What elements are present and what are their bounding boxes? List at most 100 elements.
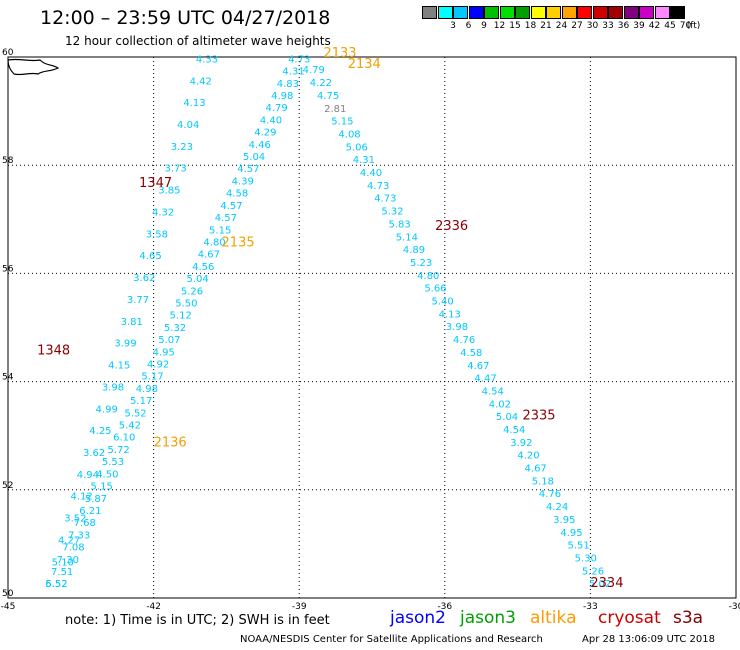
wave-height-label: 5.87	[85, 494, 107, 505]
wave-height-label: 4.42	[190, 76, 212, 87]
legend-label: 30	[586, 21, 599, 31]
wave-height-label: 4.57	[220, 201, 242, 212]
legend-swatch	[670, 6, 685, 19]
wave-height-label: 5.10	[52, 557, 74, 568]
page-title: 12:00 – 23:59 UTC 04/27/2018	[40, 7, 331, 29]
legend-swatch	[453, 6, 468, 19]
wave-height-label: 5.52	[45, 579, 67, 590]
legend-label: 3	[450, 21, 456, 31]
pass-number-label: 2134	[348, 57, 381, 72]
wave-height-label: 4.40	[260, 115, 282, 126]
wave-height-label: 5.06	[346, 142, 368, 153]
legend-swatch	[561, 6, 577, 19]
legend-label: 21	[540, 21, 552, 31]
wave-height-label: 5.83	[389, 219, 411, 230]
satellite-name-jason3: jason3	[460, 608, 516, 628]
wave-height-label: 3.58	[146, 229, 168, 240]
legend-swatch	[499, 6, 515, 19]
wave-height-label: 3.73	[165, 164, 187, 175]
wave-height-label: 5.66	[424, 284, 446, 295]
wave-height-label: 4.08	[338, 129, 360, 140]
wave-height-label: 5.51	[567, 541, 589, 552]
wave-height-label: 4.12	[70, 492, 92, 503]
wave-height-label: 2.81	[324, 104, 346, 115]
legend-label: 15	[509, 21, 521, 31]
x-tick-label: -42	[146, 602, 161, 612]
wave-height-label: 4.24	[546, 502, 568, 513]
legend-label: 9	[481, 21, 487, 31]
wave-height-label: 4.73	[367, 181, 389, 192]
legend-swatch	[623, 6, 639, 19]
wave-height-label: 4.73	[374, 194, 396, 205]
wave-height-label: 5.17	[141, 372, 163, 383]
wave-height-label: 4.95	[153, 347, 175, 358]
wave-height-label: 3.85	[158, 186, 180, 197]
y-tick-label: 58	[2, 156, 14, 166]
legend-label: 45	[664, 21, 676, 31]
satellite-name-s3a: s3a	[673, 608, 704, 628]
pass-number-label: 2133	[323, 46, 356, 61]
x-tick-label: -33	[583, 602, 598, 612]
wave-height-label: 7.30	[57, 555, 79, 566]
legend-swatch	[422, 6, 437, 19]
wave-height-label: 4.57	[237, 164, 259, 175]
wave-height-label: 6.10	[113, 433, 135, 444]
legend-label: 27	[571, 21, 583, 31]
wave-height-label: 4.73	[288, 54, 310, 65]
wave-height-label: 5.15	[91, 482, 113, 493]
wave-height-label: 7.33	[68, 530, 90, 541]
wave-height-label: 3.52	[64, 514, 86, 525]
legend-swatch	[546, 6, 561, 19]
legend-label: 39	[633, 21, 645, 31]
legend-swatch	[530, 6, 546, 19]
legend-label: 12	[493, 21, 506, 31]
wave-height-label: 4.79	[303, 65, 325, 76]
wave-height-label: 4.92	[147, 360, 169, 371]
pass-number-label: 2336	[435, 219, 468, 234]
wave-height-label: 5.04	[496, 412, 518, 423]
wave-height-label: 4.58	[460, 348, 482, 359]
y-tick-label: 52	[2, 481, 13, 491]
wave-height-label: 4.99	[96, 404, 118, 415]
wave-height-label: 4.04	[177, 120, 199, 131]
wave-height-label: 3.77	[127, 295, 149, 306]
wave-height-label: 5.52	[124, 408, 146, 419]
wave-height-label: 3.23	[171, 142, 193, 153]
wave-height-label: 5.04	[186, 274, 208, 285]
legend-label: 6	[465, 21, 472, 31]
wave-height-label: 4.80	[203, 237, 225, 248]
wave-height-label: 4.31	[282, 67, 304, 78]
wave-height-label: 5.26	[582, 566, 604, 577]
page-subtitle: 12 hour collection of altimeter wave hei…	[65, 34, 331, 48]
map-frame	[7, 56, 737, 599]
wave-height-label: 4.32	[152, 207, 174, 218]
wave-height-label: 5.40	[431, 297, 453, 308]
credit-line: NOAA/NESDIS Center for Satellite Applica…	[240, 634, 543, 645]
legend-label: 24	[555, 21, 568, 31]
wave-height-label: 4.13	[183, 98, 205, 109]
wave-height-label: 4.98	[136, 384, 158, 395]
wave-height-label: 4.58	[226, 189, 248, 200]
pass-number-label: 2136	[154, 436, 187, 451]
pass-number-label: 1348	[37, 344, 70, 359]
coastline	[7, 58, 60, 76]
wave-height-label: 7.68	[74, 518, 96, 529]
wave-height-label: 4.39	[232, 176, 254, 187]
y-tick-label: 60	[2, 48, 14, 58]
wave-height-label: 3.95	[553, 515, 575, 526]
wave-height-label: 4.79	[265, 103, 287, 114]
legend-label: 42	[648, 21, 661, 31]
wave-height-label: 5.07	[158, 335, 180, 346]
satellite-name-cryosat: cryosat	[598, 608, 661, 628]
wave-height-label: 5.72	[107, 445, 129, 456]
wave-height-label: 4.76	[539, 489, 561, 500]
legend-swatch	[608, 6, 623, 19]
wave-height-label: 4.31	[353, 155, 375, 166]
legend-unit: (ft)	[686, 21, 701, 31]
wave-height-label: 4.02	[489, 399, 511, 410]
wave-height-label: 5.02	[589, 579, 611, 590]
wave-height-label: 5.14	[396, 232, 418, 243]
legend-swatch	[468, 6, 484, 19]
wave-height-label: 4.67	[525, 464, 547, 475]
